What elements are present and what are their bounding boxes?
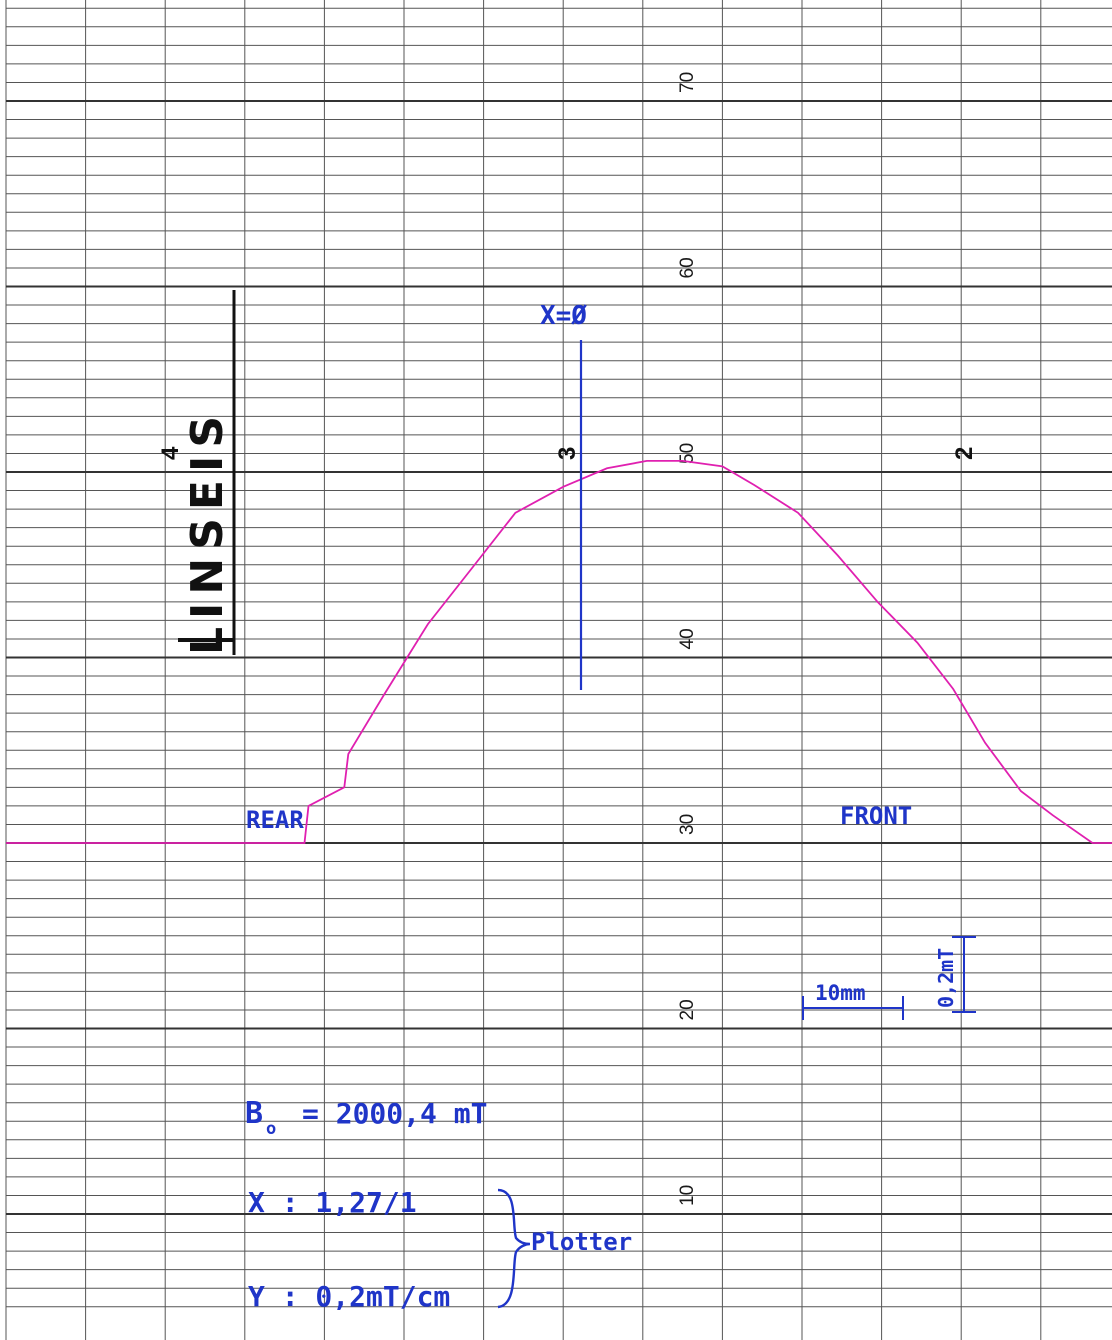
b-value: = 2000,4 mT [302, 1097, 487, 1130]
y-tick-label: 70 [677, 72, 698, 93]
front-label: FRONT [840, 802, 912, 830]
panel-number-4: 4 [157, 446, 184, 460]
plotter-brace [497, 1188, 531, 1309]
panel-number-2: 2 [951, 447, 978, 460]
plotter-label: Plotter [531, 1228, 632, 1256]
y-tick-label: 40 [677, 628, 698, 649]
x-zero-label: X=Ø [540, 301, 587, 331]
b-symbol: B [245, 1096, 263, 1131]
logo-text: LINSEIS [182, 408, 233, 655]
scale-y-label: 0,2mT [934, 948, 958, 1008]
scale-x-label: 10mm [815, 981, 866, 1005]
b-subscript: o [266, 1119, 276, 1139]
linseis-logo: LINSEIS [178, 290, 236, 655]
b-field-note: B o = 2000,4 mT [245, 1096, 487, 1139]
y-tick-label: 50 [677, 443, 698, 464]
grid [5, 0, 1112, 1340]
y-tick-label: 20 [677, 999, 698, 1020]
y-setting-note: Y : 0,2mT/cm [248, 1280, 450, 1313]
rear-label: REAR [246, 806, 304, 834]
y-tick-labels: 10 20 30 40 50 60 70 [677, 72, 698, 1206]
scale-x: 10mm [802, 981, 904, 1020]
field-profile-trace [6, 460, 1112, 844]
y-tick-label: 10 [677, 1185, 698, 1206]
panel-number-3: 3 [554, 447, 581, 460]
y-tick-label: 30 [677, 814, 698, 835]
y-tick-label: 60 [677, 257, 698, 278]
scale-y: 0,2mT [934, 936, 976, 1013]
x-setting-note: X : 1,27/1 [248, 1186, 417, 1219]
